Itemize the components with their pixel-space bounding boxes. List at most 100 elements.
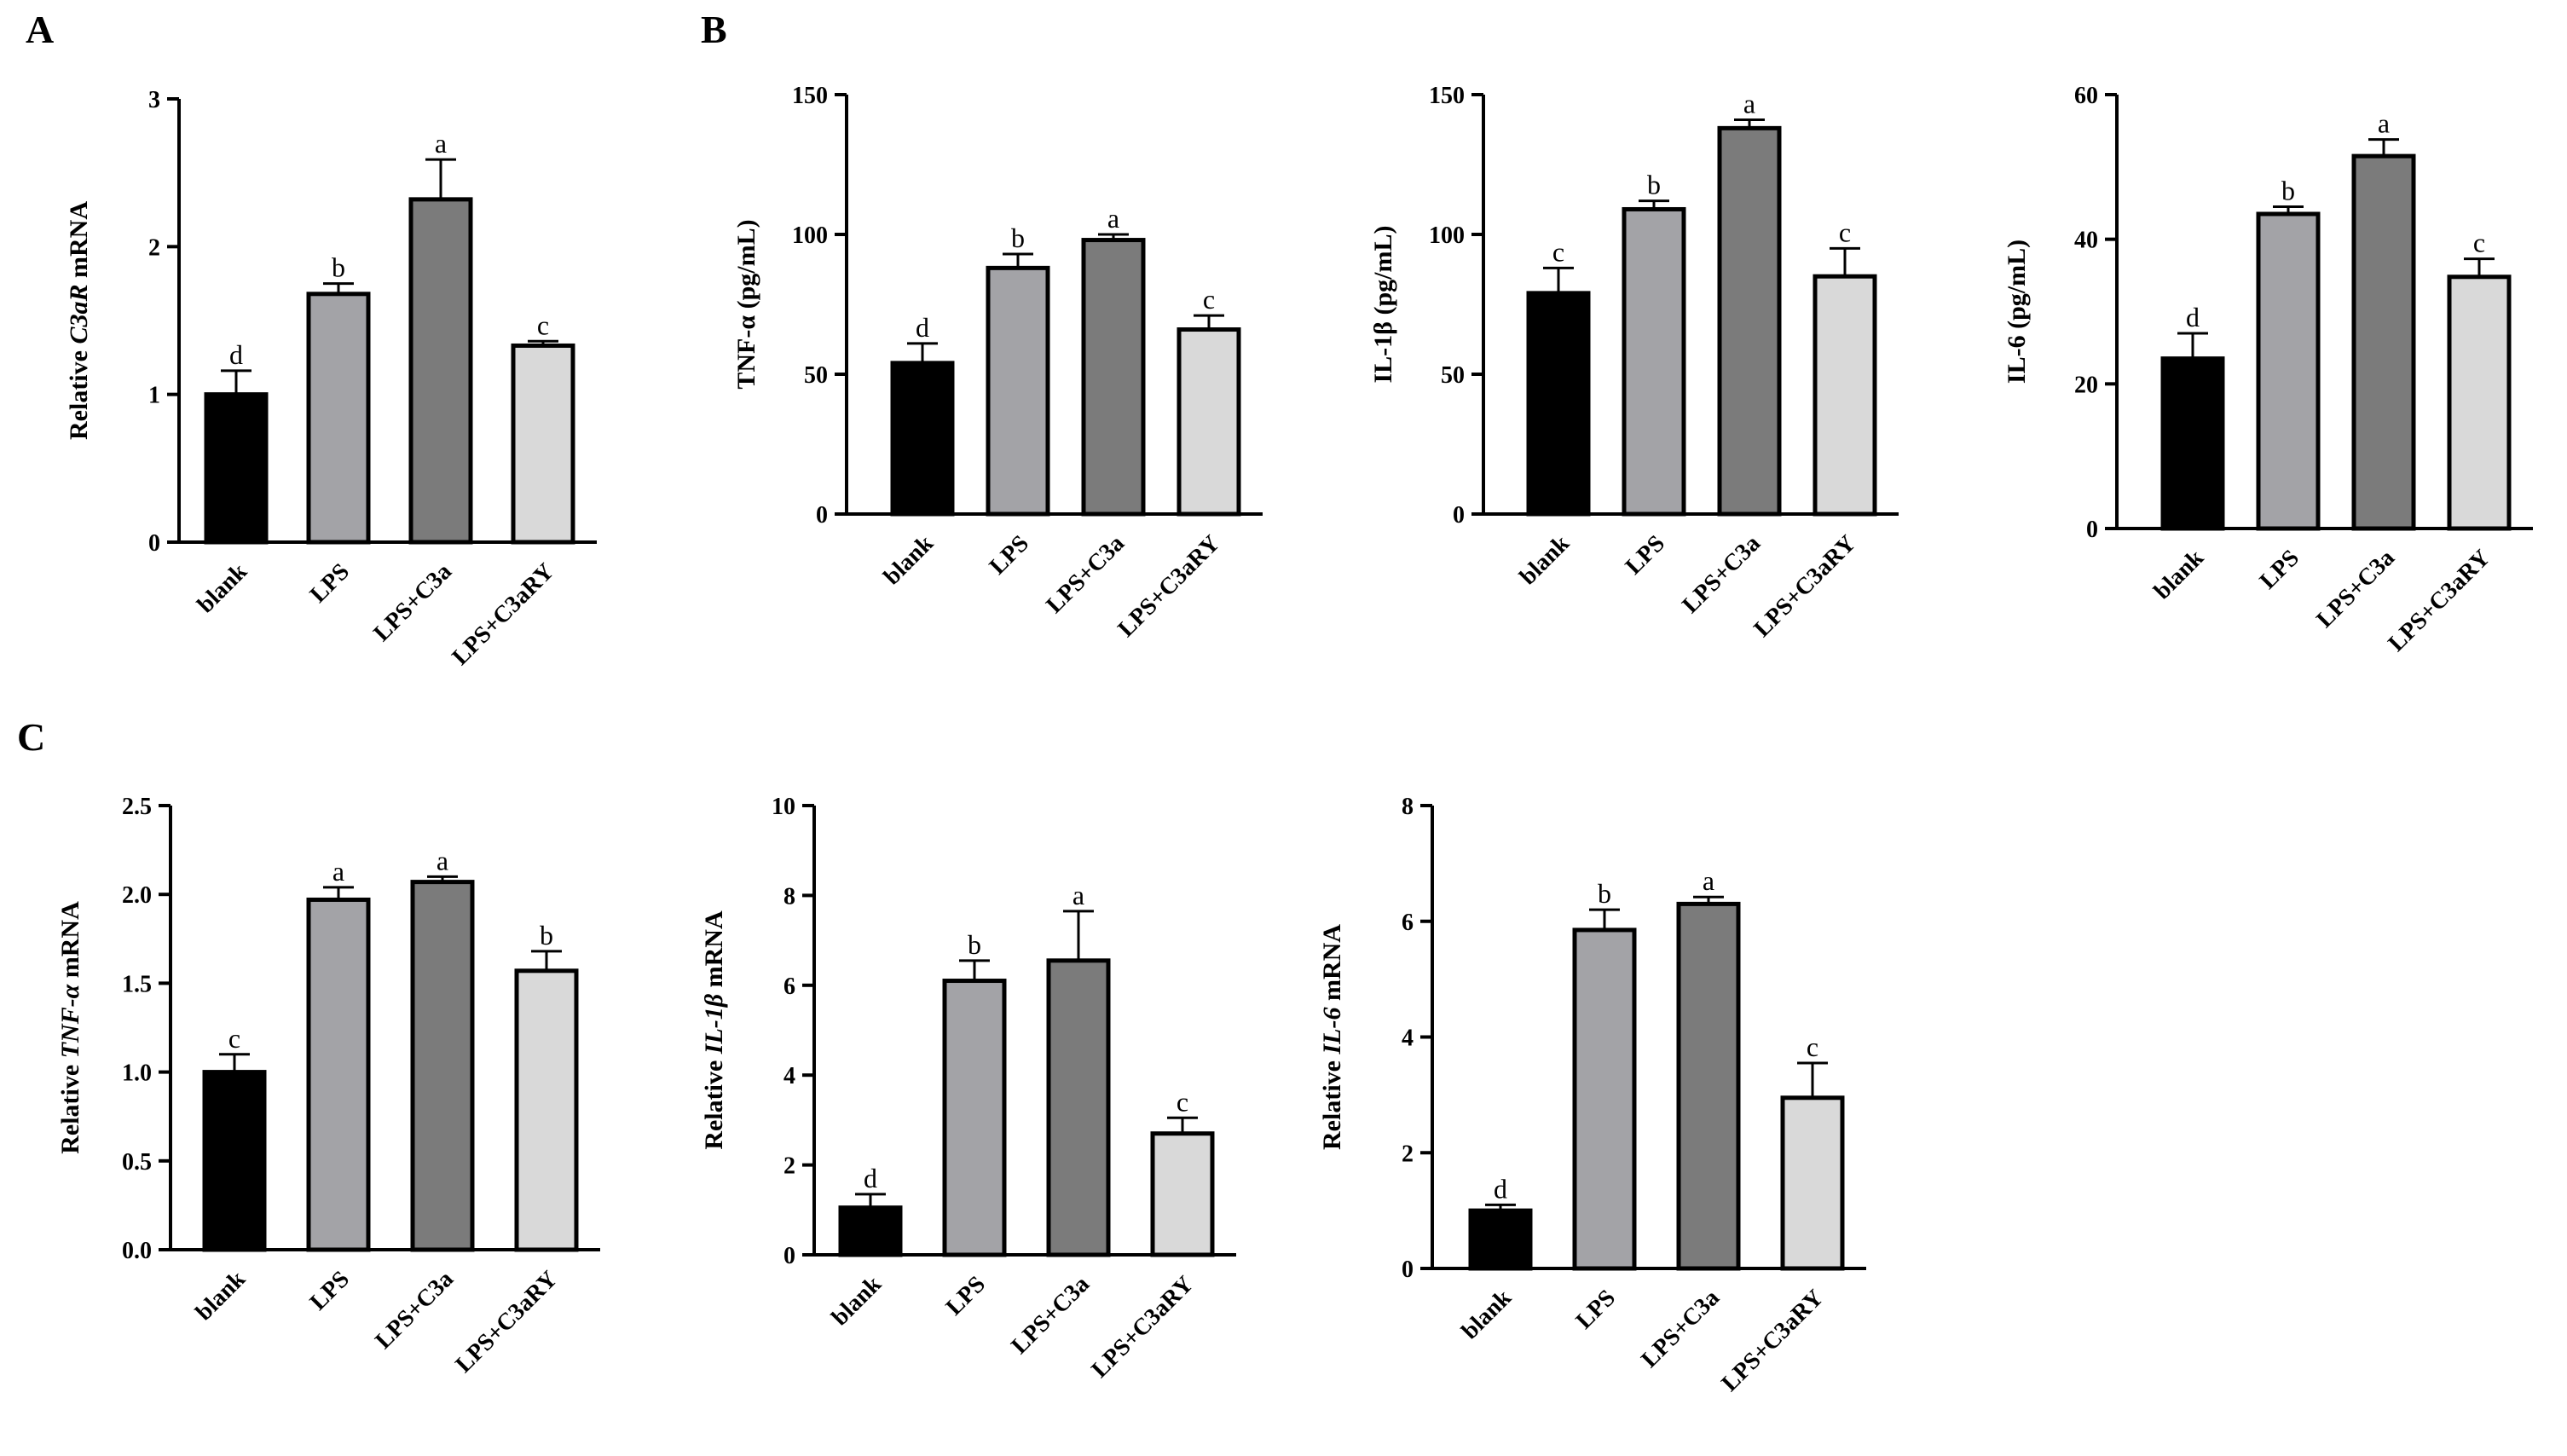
y-tick-label: 2.5 [122, 794, 152, 820]
bar [306, 897, 371, 1252]
y-tick-label: 8 [783, 883, 795, 910]
significance-letter: b [1011, 222, 1025, 253]
y-tick-label: 8 [1402, 794, 1414, 820]
bar [1177, 327, 1241, 517]
category-label: blank [193, 558, 253, 619]
bar [1717, 125, 1782, 517]
chart-6: 0 2 4 6 8 10 Relative IL-1β mRNA d blank b LPS a LPS… [700, 794, 1236, 1384]
category-label: LPS+C3aRY [2383, 545, 2495, 657]
y-tick-label: 2 [148, 234, 160, 261]
significance-letter: b [540, 920, 553, 950]
bar [202, 1070, 267, 1252]
chart-5: 0.0 0.5 1.0 1.5 2.0 2.5 Relative TNF-α mRNA c bl… [56, 794, 600, 1378]
y-tick-label: 2 [1402, 1141, 1414, 1167]
category-label: LPS+C3a [368, 558, 457, 647]
significance-letter: a [1107, 203, 1119, 234]
y-tick-label: 10 [772, 794, 795, 820]
significance-letter: c [537, 309, 549, 340]
category-label: LPS+C3aRY [1113, 530, 1225, 643]
category-label: LPS+C3aRY [1749, 530, 1861, 643]
panel-label-c: C [17, 715, 45, 759]
category-label: blank [2149, 545, 2210, 605]
category-label: LPS+C3a [370, 1266, 459, 1355]
significance-letter: c [2473, 228, 2485, 258]
significance-letter: d [864, 1163, 877, 1193]
y-axis-label: TNF-α (pg/mL) [732, 219, 760, 389]
significance-letter: a [1703, 865, 1714, 896]
bar [511, 343, 575, 545]
bar [838, 1205, 903, 1257]
significance-letter: a [2378, 108, 2390, 139]
category-label: blank [1457, 1285, 1518, 1345]
bar [986, 265, 1050, 517]
chart-3: 0 50 100 150 IL-1β (pg/mL) c blank b LPS a LPS+C3a… [1369, 83, 1899, 643]
significance-letter: b [1647, 170, 1661, 200]
significance-letter: c [1552, 236, 1564, 267]
y-tick-label: 6 [783, 974, 795, 1000]
significance-letter: c [1203, 284, 1215, 315]
significance-letter: c [1839, 217, 1851, 247]
category-label: LPS [1571, 1285, 1621, 1334]
category-label: LPS [1621, 530, 1670, 580]
y-tick-label: 50 [1441, 362, 1465, 389]
bar [1046, 958, 1111, 1257]
bar [410, 880, 475, 1252]
bar [942, 979, 1007, 1257]
category-label: LPS+C3aRY [1716, 1285, 1829, 1397]
chart-7: 0 2 4 6 8 Relative IL-6 mRNA d blank b LPS a LPS+C3… [1318, 794, 1866, 1397]
y-tick-label: 6 [1402, 910, 1414, 936]
bar [514, 968, 579, 1252]
category-label: LPS+C3a [1677, 530, 1766, 619]
y-axis-label: IL-1β (pg/mL) [1369, 226, 1397, 384]
category-label: blank [1515, 530, 1575, 591]
bar [890, 361, 955, 517]
significance-letter: b [2281, 175, 2295, 205]
bar [2447, 274, 2512, 531]
chart-4: 0 20 40 60 IL-6 (pg/mL) d blank b LPS a LPS+C3a c LP… [2003, 83, 2533, 657]
y-tick-label: 0 [816, 502, 828, 529]
category-label: LPS+C3aRY [1086, 1271, 1199, 1384]
y-tick-label: 4 [1402, 1026, 1414, 1052]
y-tick-label: 100 [792, 222, 828, 249]
category-label: LPS [985, 530, 1034, 580]
y-tick-label: 0 [783, 1243, 795, 1269]
y-tick-label: 2.0 [122, 882, 152, 909]
y-tick-label: 0.5 [122, 1149, 152, 1176]
bar [1081, 238, 1146, 517]
bar [408, 197, 473, 545]
chart-1: 0 1 2 3 Relative C3aR mRNA d blank b LPS a LPS+C3a… [65, 87, 597, 671]
category-label: blank [191, 1266, 251, 1326]
significance-letter: d [1494, 1173, 1507, 1204]
charts-layer: 0 1 2 3 Relative C3aR mRNA d blank b LPS a LPS+C3a… [56, 83, 2533, 1397]
significance-letter: d [2186, 302, 2200, 332]
category-label: blank [827, 1271, 887, 1332]
category-label: blank [879, 530, 939, 591]
category-label: LPS [305, 1266, 355, 1315]
category-label: LPS [2255, 545, 2304, 594]
bar [1150, 1131, 1215, 1257]
bar [2160, 356, 2225, 531]
category-label: LPS+C3a [1636, 1285, 1725, 1373]
category-label: LPS+C3aRY [450, 1266, 563, 1378]
y-axis-label: Relative TNF-α mRNA [56, 901, 84, 1154]
y-axis-label: Relative IL-1β mRNA [700, 910, 728, 1150]
y-tick-label: 50 [804, 362, 828, 389]
y-tick-label: 100 [1429, 222, 1465, 249]
significance-letter: d [229, 339, 243, 370]
significance-letter: a [435, 128, 447, 159]
category-label: LPS+C3a [1041, 530, 1130, 619]
y-tick-label: 150 [792, 83, 828, 109]
significance-letter: c [228, 1023, 240, 1054]
y-tick-label: 3 [148, 87, 160, 113]
panel-label-a: A [26, 8, 54, 51]
y-tick-label: 1 [148, 383, 160, 409]
y-tick-label: 1.5 [122, 971, 152, 997]
significance-letter: c [1807, 1031, 1818, 1062]
chart-2: 0 50 100 150 TNF-α (pg/mL) d blank b LPS a LPS+C3a… [732, 83, 1263, 643]
y-tick-label: 150 [1429, 83, 1465, 109]
bar [2256, 211, 2321, 531]
bar [1526, 291, 1591, 517]
significance-letter: c [1177, 1086, 1188, 1117]
bar [1622, 206, 1686, 517]
bar [1676, 901, 1741, 1271]
